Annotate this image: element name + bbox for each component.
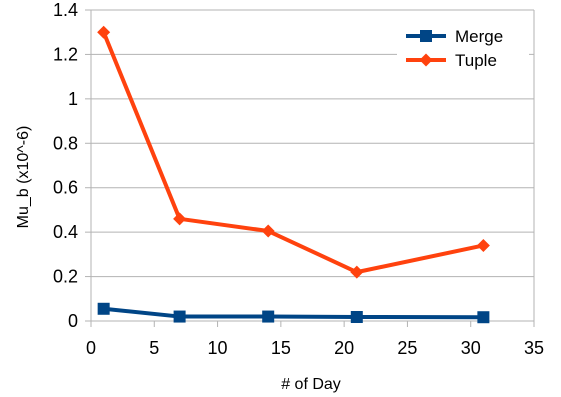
x-tick-label: 25 <box>397 338 417 358</box>
legend-label-tuple: Tuple <box>455 51 497 70</box>
x-tick-label: 0 <box>86 338 96 358</box>
legend-swatch-marker <box>419 53 433 67</box>
data-point-merge <box>97 302 110 315</box>
axes <box>85 9 535 327</box>
data-point-tuple <box>261 224 275 238</box>
legend-item-tuple: Tuple <box>406 51 497 70</box>
y-tick-label: 1.4 <box>53 0 78 20</box>
data-point-tuple <box>350 265 364 279</box>
series-line-merge <box>103 306 484 320</box>
legend-item-merge: Merge <box>406 27 503 46</box>
data-series <box>97 25 490 324</box>
x-tick-label: 35 <box>524 338 544 358</box>
x-tick-label: 15 <box>271 338 291 358</box>
x-axis-title: # of Day <box>281 376 341 393</box>
x-tick-label: 20 <box>334 338 354 358</box>
y-tick-label: 0.4 <box>53 222 78 242</box>
y-tick-label: 0.2 <box>53 267 78 287</box>
y-tick-label: 0 <box>68 311 78 331</box>
tick-labels: 0 0.2 0.4 0.6 0.8 1 1.2 1.4 0 5 10 15 20 25 30 35 <box>53 0 544 358</box>
series-merge <box>97 302 490 324</box>
data-point-merge <box>173 310 186 323</box>
x-tick-label: 30 <box>461 338 481 358</box>
y-tick-label: 1.2 <box>53 44 78 64</box>
data-point-merge <box>477 311 490 324</box>
y-tick-label: 0.6 <box>53 178 78 198</box>
x-tick-label: 5 <box>149 338 159 358</box>
series-tuple <box>97 25 490 279</box>
y-axis-title: Mu_b (x10^-6) <box>15 126 32 229</box>
data-point-merge <box>262 310 275 323</box>
data-point-tuple <box>173 212 187 226</box>
legend: Merge Tuple <box>397 19 529 78</box>
data-point-merge <box>350 311 363 324</box>
y-tick-label: 1 <box>68 89 78 109</box>
legend-swatch-marker <box>420 30 432 42</box>
y-tick-label: 0.8 <box>53 133 78 153</box>
data-point-tuple <box>97 25 111 39</box>
legend-box <box>397 19 529 78</box>
legend-label-merge: Merge <box>455 27 503 46</box>
data-point-tuple <box>476 238 490 252</box>
x-tick-label: 10 <box>208 338 228 358</box>
